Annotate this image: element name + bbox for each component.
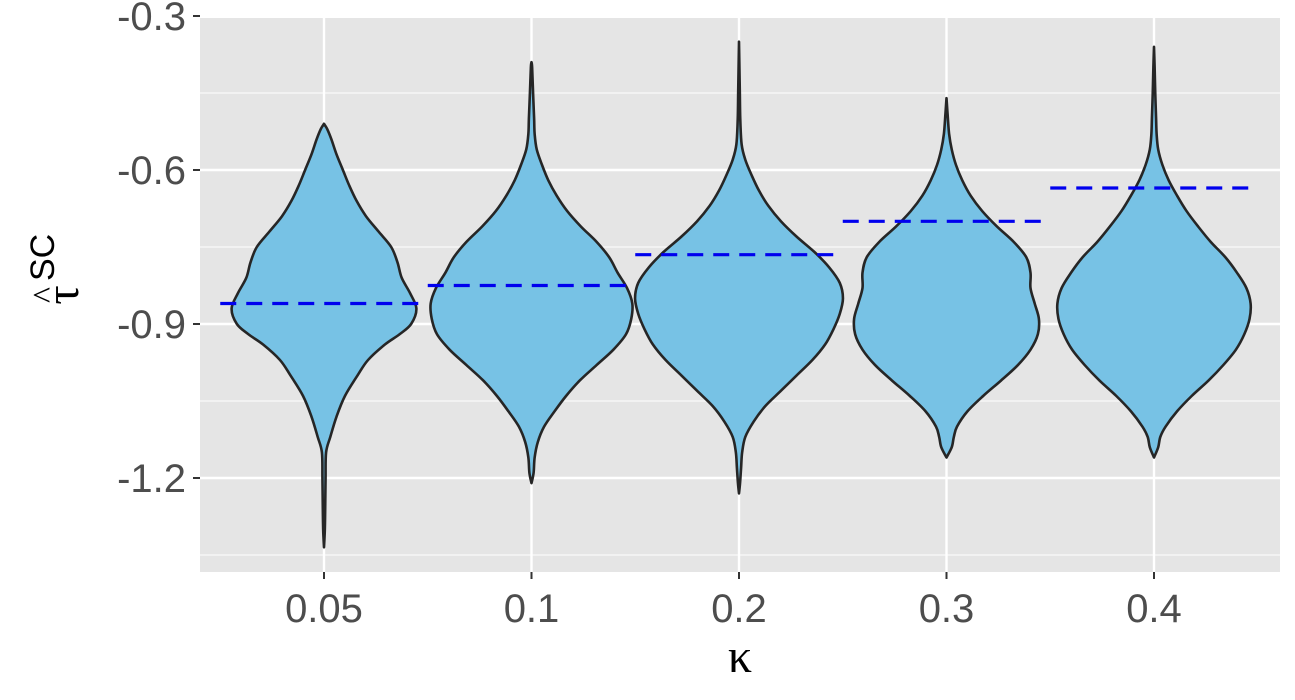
y-axis: -0.3 -0.6 -0.9 -1.2: [117, 0, 200, 501]
x-axis: 0.05 0.1 0.2 0.3 0.4: [285, 572, 1182, 631]
x-tick-label: 0.4: [1126, 587, 1182, 631]
x-tick-label: 0.1: [504, 587, 560, 631]
violin-layer: [230, 40, 1253, 549]
x-tick-label: 0.2: [711, 587, 767, 631]
violin-0.4: [1055, 45, 1253, 459]
x-tick-label: 0.3: [919, 587, 975, 631]
x-tick-label: 0.05: [285, 587, 363, 631]
reference-lines: [220, 186, 1258, 306]
violin-0.2: [633, 40, 845, 495]
y-tick-label: -1.2: [117, 457, 186, 501]
violin-0.1: [429, 60, 634, 485]
y-tick-label: -0.9: [117, 303, 186, 347]
violin-0.3: [852, 96, 1041, 459]
violin-0.05: [230, 122, 418, 549]
y-axis-title-base: τ: [36, 285, 89, 304]
y-axis-title: τ ^ SC: [24, 234, 89, 305]
y-tick-label: -0.6: [117, 149, 186, 193]
y-axis-title-accent: ^: [27, 287, 64, 303]
y-axis-title-superscript: SC: [24, 234, 62, 281]
y-tick-label: -0.3: [117, 0, 186, 39]
x-axis-title: κ: [728, 630, 752, 683]
